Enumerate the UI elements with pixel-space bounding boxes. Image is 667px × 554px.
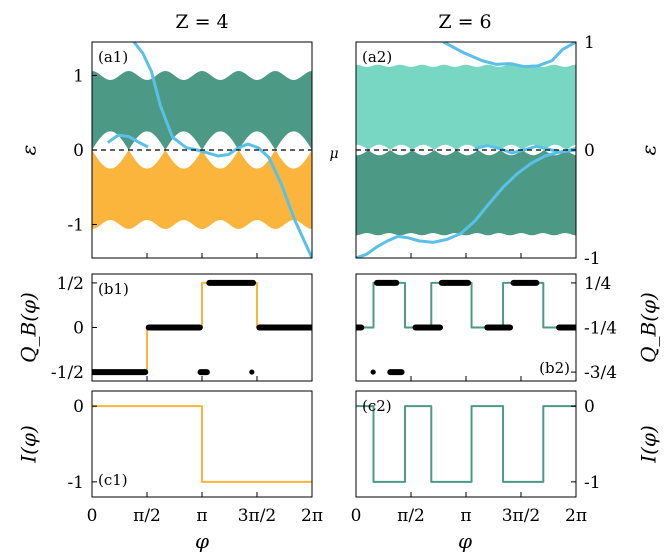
step-line-b2-0 (356, 281, 576, 329)
plot-area-c2 (356, 405, 576, 483)
panel-a1: -1 0 1 (a1) ε (17, 41, 313, 259)
edge-state-line-a1-2 (132, 42, 312, 258)
x-tick-label-c1-1: π/2 (133, 506, 161, 526)
y-tick-label-b1-2: 1/2 (57, 274, 84, 294)
y-tick-label-a1-0: -1 (67, 215, 84, 235)
step-line-c2-0 (356, 405, 576, 483)
y-tick-label-b2-1: -1/4 (584, 319, 617, 339)
band-a1-1 (92, 150, 312, 229)
plot-area-c1 (92, 405, 312, 483)
y-tick-label-a1-2: 1 (73, 67, 84, 87)
x-axis-label-right: φ (458, 529, 472, 553)
y-tick-label-b1-1: 0 (73, 319, 84, 339)
panel-label-a2: (a2) (362, 48, 392, 66)
column-title-z4: Z = 4 (175, 11, 228, 33)
plot-area-a1 (92, 42, 312, 258)
x-tick-label-c2-1: π/2 (397, 506, 425, 526)
plot-area-a2 (356, 42, 576, 258)
y-tick-label-b1-0: -1/2 (51, 363, 84, 383)
x-tick-label-c2-4: 2π (565, 506, 587, 526)
y-axis-label-a2: ε (637, 145, 661, 156)
x-tick-label-c1-4: 2π (301, 506, 323, 526)
y-axis-label-c1: I(φ) (17, 425, 41, 464)
x-tick-label-c2-2: π (460, 506, 471, 526)
y-axis-label-a1: ε (17, 145, 41, 156)
panel-label-c1: (c1) (98, 471, 128, 489)
y-tick-label-a2-2: 1 (584, 33, 595, 53)
edge-state-line-a1-3 (106, 133, 149, 149)
x-tick-label-c1-3: 3π/2 (238, 506, 277, 526)
y-tick-label-c1-0: 0 (73, 397, 84, 417)
x-axis-label-left: φ (195, 529, 209, 553)
y-axis-label-b1: Q_B(φ) (17, 292, 41, 363)
step-line-b1-0 (92, 281, 312, 374)
y-axis-label-c2: I(φ) (637, 425, 661, 464)
panel-label-b2: (b2) (539, 359, 570, 377)
x-tick-label-c1-0: 0 (87, 506, 98, 526)
y-tick-label-a1-1: 0 (73, 141, 84, 161)
y-tick-label-c2-1: -1 (584, 473, 601, 493)
panel-label-a1: (a1) (98, 48, 128, 66)
edge-state-line-a2-2 (442, 42, 576, 69)
x-tick-label-c2-0: 0 (351, 506, 362, 526)
panel-c1: 0-10 π/2 π 3π/2 2π(c1)I(φ) (17, 390, 323, 526)
y-tick-label-c2-0: 0 (584, 397, 595, 417)
column-title-z6: Z = 6 (438, 11, 491, 33)
plot-area-b1 (92, 279, 312, 376)
panel-b2: 1/4 -1/4 -3/4 (b2) Q_B(φ) (355, 273, 661, 383)
y-tick-label-b2-0: 1/4 (584, 274, 611, 294)
panel-c2: 0 -1 0 π/2 π 3π/2 2π (c2) I(φ) (351, 390, 661, 526)
band-a2-1 (356, 150, 576, 236)
y-tick-label-a2-0: -1 (584, 249, 601, 269)
mu-label: μ (329, 146, 338, 162)
y-axis-label-b2: Q_B(φ) (637, 292, 661, 363)
x-tick-label-c2-3: 3π/2 (502, 506, 541, 526)
panel-a2: -1 0 1 (a2) ε (355, 33, 661, 269)
y-tick-label-c1-1: -1 (67, 473, 84, 493)
x-tick-label-c1-2: π (196, 506, 207, 526)
y-tick-label-b2-2: -3/4 (584, 363, 617, 383)
band-a2-0 (356, 64, 576, 150)
step-line-c1-0 (92, 405, 312, 483)
data-dot-b2-7 (370, 369, 376, 375)
band-a1-0 (92, 71, 312, 150)
y-tick-label-a2-1: 0 (584, 141, 595, 161)
panel-b1: -1/2 0 1/2 (b1) Q_B(φ) (17, 273, 313, 383)
panel-label-c2: (c2) (362, 397, 392, 415)
panel-label-b1: (b1) (98, 280, 129, 298)
data-dot-b1-5 (249, 369, 255, 375)
edge-state-line-a2-4 (474, 144, 576, 155)
panels-group: -101(a1)ε-101(a2)ε-1/201/2 (b1)Q_B(φ)1/4-… (17, 33, 661, 526)
edge-state-line-a2-3 (356, 148, 576, 258)
